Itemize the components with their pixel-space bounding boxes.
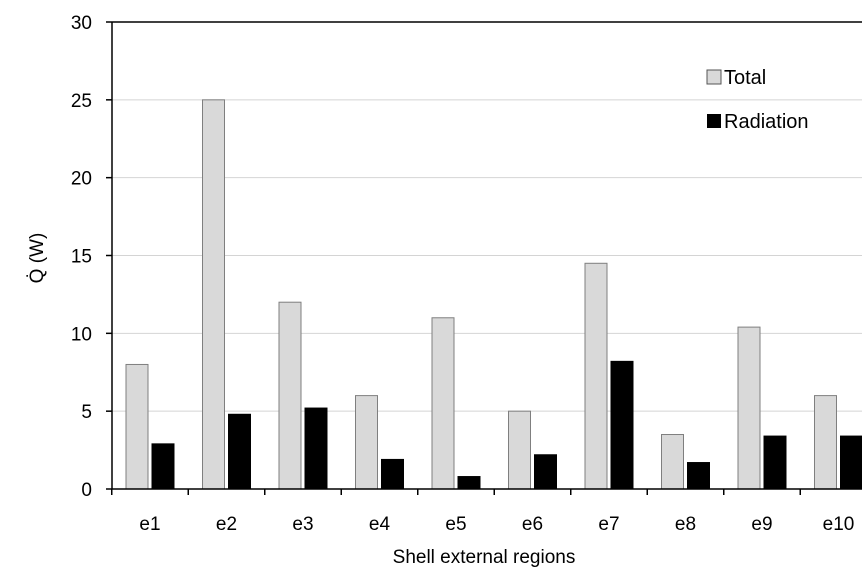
bar-total-e2 bbox=[203, 100, 225, 489]
legend-label-radiation: Radiation bbox=[724, 111, 809, 133]
legend-label-total: Total bbox=[724, 67, 766, 89]
x-tick-label-e2: e2 bbox=[216, 514, 237, 535]
y-tick-label-25: 25 bbox=[71, 91, 92, 112]
x-tick-label-e8: e8 bbox=[675, 514, 696, 535]
bar-total-e9 bbox=[738, 327, 760, 489]
bar-radiation-e6 bbox=[535, 455, 557, 489]
bar-radiation-e9 bbox=[764, 436, 786, 489]
x-tick-label-e4: e4 bbox=[369, 514, 391, 535]
y-axis-title: Q̇ (W) bbox=[27, 233, 48, 284]
y-tick-label-0: 0 bbox=[81, 480, 92, 501]
bar-radiation-e5 bbox=[458, 477, 480, 489]
bar-radiation-e4 bbox=[382, 459, 404, 489]
x-tick-label-e7: e7 bbox=[598, 514, 619, 535]
y-tick-label-5: 5 bbox=[81, 402, 92, 423]
x-tick-label-e1: e1 bbox=[139, 514, 160, 535]
tick-labels: 0 5 10 15 20 25 30 e1 e2 e3 e4 e5 e6 e7 e8 e9 e10 bbox=[71, 13, 854, 535]
bar-radiation-e7 bbox=[611, 361, 633, 489]
bar-total-e3 bbox=[279, 302, 301, 489]
bar-total-e7 bbox=[585, 263, 607, 489]
y-tick-label-20: 20 bbox=[71, 169, 92, 190]
bar-total-e1 bbox=[126, 364, 148, 489]
bar-total-e6 bbox=[509, 411, 531, 489]
x-tick-label-e10: e10 bbox=[823, 514, 855, 535]
bar-total-e10 bbox=[815, 396, 837, 489]
y-tick-label-30: 30 bbox=[71, 13, 92, 34]
x-tick-label-e5: e5 bbox=[445, 514, 466, 535]
legend-swatch-radiation bbox=[707, 114, 721, 128]
bars bbox=[126, 100, 862, 489]
x-tick-label-e6: e6 bbox=[522, 514, 543, 535]
x-tick-label-e9: e9 bbox=[751, 514, 772, 535]
x-axis-title: Shell external regions bbox=[393, 547, 576, 568]
x-tick-label-e3: e3 bbox=[292, 514, 313, 535]
y-tick-label-15: 15 bbox=[71, 247, 92, 268]
bar-radiation-e3 bbox=[305, 408, 327, 489]
bar-radiation-e1 bbox=[152, 444, 174, 489]
bar-total-e8 bbox=[662, 435, 684, 489]
y-tick-label-10: 10 bbox=[71, 324, 92, 345]
bar-radiation-e10 bbox=[841, 436, 862, 489]
bar-total-e4 bbox=[356, 396, 378, 489]
legend-swatch-total bbox=[707, 70, 721, 84]
bar-total-e5 bbox=[432, 318, 454, 489]
bar-radiation-e8 bbox=[688, 463, 710, 489]
bar-radiation-e2 bbox=[229, 414, 251, 489]
